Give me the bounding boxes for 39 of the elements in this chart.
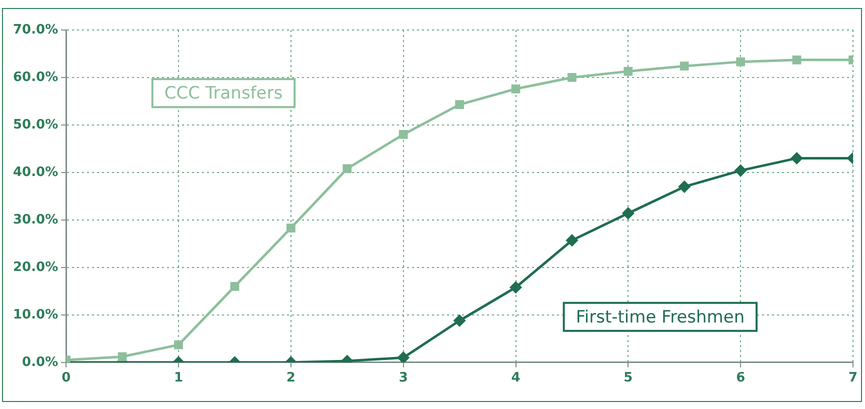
x-tick-label: 2	[286, 370, 296, 386]
point	[342, 164, 352, 174]
y-tick-label: 40.0%	[12, 164, 58, 180]
text: CCC Transfers	[164, 84, 283, 104]
point	[734, 164, 746, 176]
point	[511, 84, 520, 94]
x-tick-label: 5	[624, 370, 633, 386]
y-tick-label: 50.0%	[12, 117, 58, 132]
y-tick-label: 60.0%	[12, 70, 58, 85]
x-tick-label: 6	[736, 370, 746, 386]
y-tick-label: 70.0%	[12, 22, 58, 38]
point	[398, 130, 408, 139]
point	[566, 234, 578, 246]
point	[791, 152, 803, 164]
point	[454, 314, 466, 326]
point	[510, 282, 522, 294]
point	[455, 100, 464, 109]
point	[624, 66, 633, 76]
point	[118, 352, 127, 362]
point	[678, 180, 690, 192]
point	[174, 340, 183, 350]
y-tick-label: 20.0%	[12, 260, 58, 275]
y-tick-label: 30.0%	[12, 212, 58, 228]
x-tick-label: 4	[511, 370, 520, 386]
y-tick-label: 10.0%	[12, 307, 58, 322]
point	[622, 208, 634, 220]
point	[736, 57, 746, 66]
y-tick-label: 0.0%	[22, 354, 58, 370]
x-tick-label: 1	[174, 370, 184, 386]
point	[398, 352, 410, 362]
point	[286, 224, 296, 232]
x-tick-label: 7	[848, 370, 858, 386]
point	[230, 282, 240, 291]
point	[680, 62, 689, 71]
x-tick-label: 0	[62, 370, 71, 386]
point	[568, 73, 576, 82]
x-tick-label: 3	[398, 370, 408, 386]
point	[792, 55, 802, 64]
text: First-time Freshmen	[576, 307, 745, 328]
